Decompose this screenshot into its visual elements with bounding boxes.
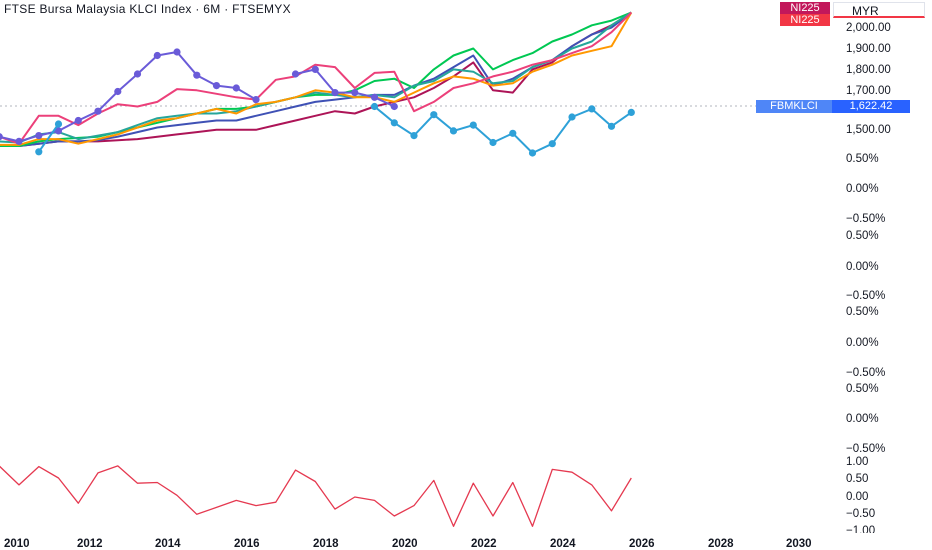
data-point (430, 111, 438, 119)
data-point (568, 113, 576, 121)
currency-selector[interactable]: MYR (833, 2, 925, 18)
y-tick-label: 0.00% (846, 413, 879, 425)
y-tick-label: 0.00 (846, 491, 869, 503)
data-point (311, 65, 319, 73)
price-tag-value: 1,622.42 (849, 100, 893, 112)
y-tick-label: −1.00 (846, 525, 876, 533)
y-tick-label: 1,500.00 (846, 124, 891, 136)
y-tick-label: 0.50% (846, 230, 879, 242)
x-tick-label: 2010 (4, 538, 30, 550)
y-tick-label: 0.00% (846, 183, 879, 195)
data-point (35, 132, 43, 140)
x-tick-label: 2012 (77, 538, 103, 550)
data-point (410, 132, 418, 140)
series-line (0, 11, 633, 145)
data-point (15, 137, 23, 145)
data-point (509, 129, 517, 137)
data-point (173, 48, 181, 56)
data-point (153, 51, 161, 60)
data-point (133, 70, 142, 78)
x-tick-label: 2024 (550, 538, 576, 550)
x-tick-label: 2014 (155, 538, 181, 550)
data-point (548, 140, 556, 148)
data-point (528, 149, 537, 157)
x-tick-label: 2018 (313, 538, 339, 550)
x-tick-label: 2030 (786, 538, 812, 550)
y-tick-label: 2,000.00 (846, 22, 891, 34)
y-tick-label: 0.50 (846, 473, 869, 485)
data-point (74, 116, 82, 125)
data-point (390, 119, 398, 127)
data-point (114, 87, 122, 96)
data-point (291, 70, 300, 78)
y-tick-label: 0.00% (846, 337, 879, 349)
data-point (232, 84, 240, 92)
data-point (35, 148, 43, 156)
y-tick-label: 1,700.00 (846, 85, 891, 97)
symbol-tag-ni225[interactable]: NI225 (780, 2, 830, 14)
y-tick-label: 0.50% (846, 383, 879, 395)
y-tick-label: 0.50% (846, 306, 879, 318)
data-point (351, 89, 359, 97)
y-tick-label: 1.00 (846, 456, 869, 468)
y-tick-label: −0.50 (846, 508, 876, 520)
y-tick-label: 1,900.00 (846, 43, 891, 55)
series-line (0, 11, 632, 147)
x-tick-label: 2016 (234, 538, 260, 550)
data-point (94, 107, 102, 115)
data-point (588, 105, 596, 113)
y-tick-label: −0.50% (846, 443, 886, 455)
data-point (331, 89, 339, 97)
x-tick-label: 2022 (471, 538, 497, 550)
data-point (390, 102, 398, 111)
data-point (0, 133, 3, 141)
data-point (627, 108, 635, 116)
y-tick-label: −0.50% (846, 213, 886, 225)
data-point (370, 93, 379, 101)
series-line (0, 11, 632, 147)
series-line (0, 11, 632, 147)
symbol-tag-ni225[interactable]: NI225 (780, 14, 830, 26)
data-point (54, 127, 63, 135)
x-tick-label: 2026 (629, 538, 655, 550)
last-price-tag: FBMKLCI 1,622.42 (756, 100, 910, 113)
x-tick-label: 2028 (708, 538, 734, 550)
data-point (212, 82, 221, 90)
price-tag-symbol: FBMKLCI (756, 100, 832, 113)
data-point (489, 138, 497, 147)
y-tick-label: 1,800.00 (846, 64, 891, 76)
chart-title: FTSE Bursa Malaysia KLCI Index · 6M · FT… (4, 2, 291, 16)
data-point (252, 96, 260, 104)
data-point (370, 102, 379, 111)
y-tick-label: 0.00% (846, 261, 879, 273)
data-point (54, 120, 63, 128)
y-tick-label: −0.50% (846, 367, 886, 379)
data-point (607, 122, 616, 130)
y-tick-label: 0.50% (846, 153, 879, 165)
data-point (193, 71, 201, 79)
series-line (0, 11, 633, 146)
data-point (469, 121, 477, 129)
x-tick-label: 2020 (392, 538, 418, 550)
data-point (449, 127, 458, 135)
series-line (0, 11, 632, 144)
oscillator-line (0, 465, 632, 527)
y-tick-label: −0.50% (846, 290, 886, 302)
